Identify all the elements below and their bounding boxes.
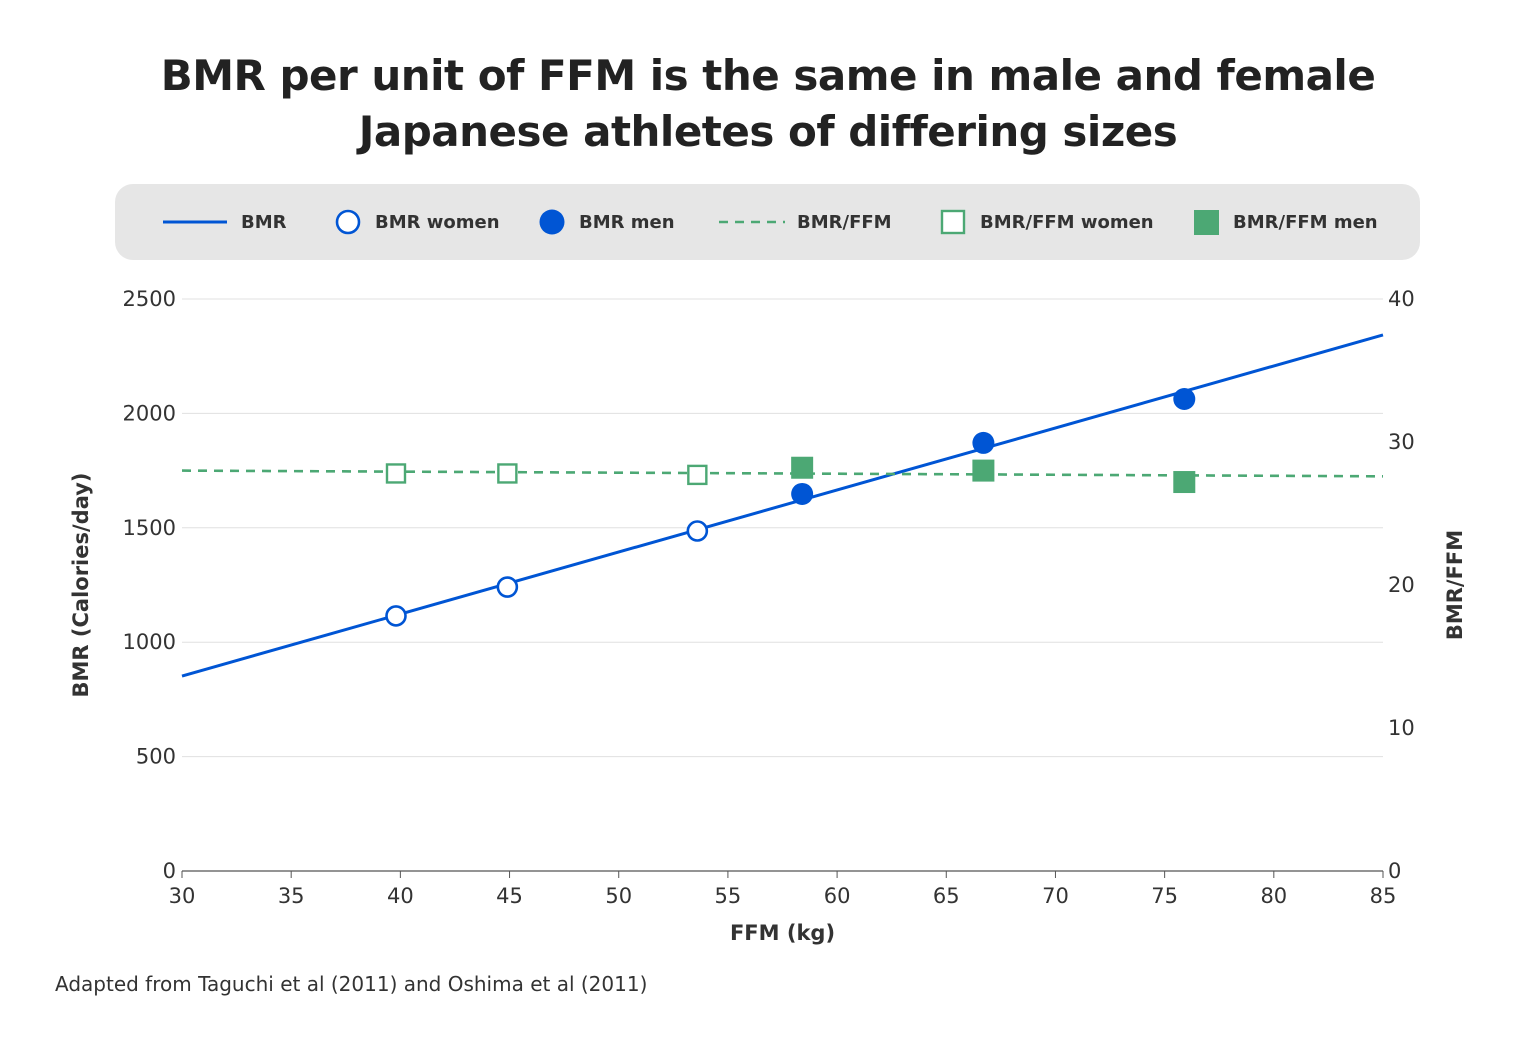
bmr-ffm-women-point (497, 463, 518, 484)
legend-filled-square-icon (1194, 210, 1219, 235)
legend: BMR BMR women BMR men BMR/FFM BMR/FFM women B… (115, 184, 1420, 260)
y-tick-label: 2500 (123, 287, 176, 311)
bmr-women-point (686, 520, 709, 542)
y2-tick-label: 20 (1388, 573, 1415, 597)
legend-dashed-line-icon (719, 220, 785, 224)
legend-label: BMR/FFM women (980, 211, 1154, 233)
bmr-men-point (791, 482, 814, 505)
y-tick-label: 0 (163, 859, 176, 883)
legend-filled-circle-icon (539, 209, 565, 235)
bmr-men-point (1173, 387, 1196, 410)
legend-label: BMR/FFM men (1233, 211, 1378, 233)
x-tick-label: 30 (169, 884, 196, 908)
x-tick-label: 45 (496, 884, 523, 908)
x-tick-label: 55 (715, 884, 742, 908)
legend-item: BMR women (335, 184, 500, 260)
x-axis-label: FFM (kg) (730, 921, 835, 945)
bmr-men-point (972, 431, 995, 454)
title-line-1: BMR per unit of FFM is the same in male … (160, 51, 1376, 100)
source-note: Adapted from Taguchi et al (2011) and Os… (55, 972, 648, 996)
legend-open-circle-icon (335, 209, 361, 235)
title-line-2: Japanese athletes of differing sizes (358, 107, 1178, 156)
y-tick-label: 500 (136, 745, 176, 769)
chart-title: BMR per unit of FFM is the same in male … (0, 48, 1536, 160)
legend-item: BMR/FFM (719, 184, 892, 260)
y2-tick-label: 30 (1388, 430, 1415, 454)
legend-label: BMR women (375, 211, 500, 233)
y-tick-label: 2000 (123, 401, 176, 425)
bmr-ffm-women-point (385, 463, 407, 484)
x-tick-label: 80 (1260, 884, 1287, 908)
y2-tick-label: 10 (1388, 716, 1415, 740)
y-tick-label: 1500 (123, 516, 176, 540)
legend-label: BMR men (579, 211, 675, 233)
y-tick-label: 1000 (123, 630, 176, 654)
bmr-ffm-women-point (687, 464, 708, 486)
legend-item: BMR (163, 184, 287, 260)
x-tick-label: 40 (387, 884, 414, 908)
bmr-ffm-men-point (972, 459, 995, 482)
legend-label: BMR/FFM (797, 211, 892, 233)
legend-item: BMR/FFM men (1193, 184, 1378, 260)
y2-tick-label: 0 (1388, 859, 1401, 883)
bmr-line (181, 333, 1384, 678)
x-tick-label: 65 (933, 884, 960, 908)
legend-label: BMR (241, 211, 287, 233)
legend-solid-line-icon (163, 220, 227, 224)
y-axis-label: BMR (Calories/day) (69, 472, 93, 697)
bmr-ffm-men-point (1173, 471, 1196, 494)
x-tick-label: 60 (824, 884, 851, 908)
x-tick-label: 50 (605, 884, 632, 908)
legend-open-square-icon (940, 209, 966, 235)
bmr-ffm-men-point (791, 456, 814, 479)
bmr-women-point (385, 605, 407, 627)
bmr-women-point (496, 576, 519, 598)
legend-item: BMR/FFM women (940, 184, 1154, 260)
legend-item: BMR men (539, 184, 675, 260)
x-tick-label: 75 (1151, 884, 1178, 908)
x-tick-label: 70 (1042, 884, 1069, 908)
y2-tick-label: 40 (1388, 287, 1415, 311)
x-tick-label: 35 (278, 884, 305, 908)
y2-axis-label: BMR/FFM (1443, 530, 1467, 640)
x-tick-label: 85 (1370, 884, 1397, 908)
bmr-ffm-line (181, 469, 1384, 478)
